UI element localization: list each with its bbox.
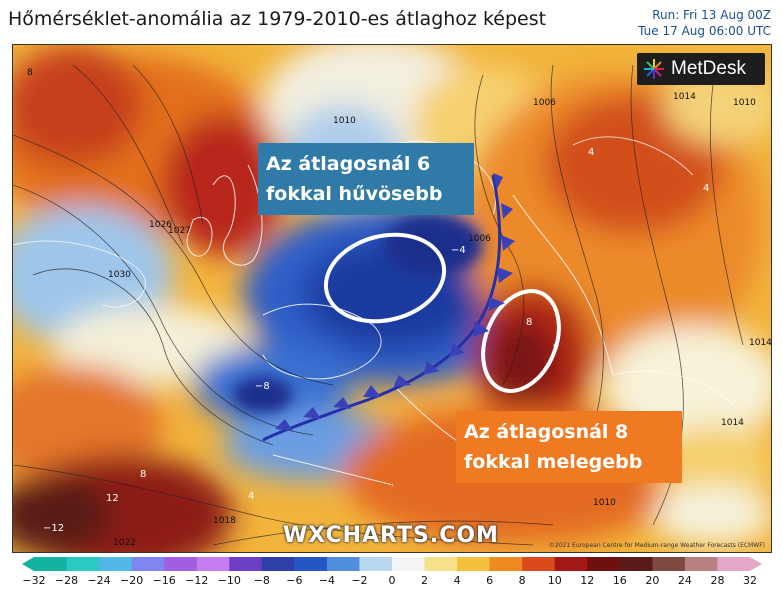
svg-text:1014: 1014 [673, 92, 696, 102]
warm-callout-line1: Az átlagosnál 8 [464, 421, 629, 443]
colorbar-tick-label: 10 [547, 574, 562, 587]
svg-text:1014: 1014 [749, 338, 771, 348]
cold-front-line [262, 174, 502, 442]
colorbar-segment [164, 557, 198, 571]
valid-time-label: Tue 17 Aug 06:00 UTC [638, 24, 771, 38]
metdesk-logo-text: MetDesk [671, 58, 746, 79]
colorbar-segment [652, 557, 686, 571]
colorbar-tick-label: −32 [22, 574, 46, 587]
svg-text:1018: 1018 [213, 516, 236, 526]
colorbar-segment [619, 557, 653, 571]
svg-text:1010: 1010 [733, 98, 756, 108]
svg-text:1014: 1014 [721, 418, 744, 428]
svg-text:−12: −12 [43, 523, 64, 534]
svg-text:−4: −4 [451, 245, 466, 256]
anomaly-map: 8 1026 1030 1027 1010 1006 1006 1014 101… [12, 44, 772, 553]
colorbar-tick-label: −16 [152, 574, 176, 587]
colorbar-tick-label: 20 [645, 574, 660, 587]
colorbar-segment [359, 557, 393, 571]
colorbar-segment [294, 557, 328, 571]
colorbar-tick-label: −24 [87, 574, 111, 587]
colorbar-tick-label: 0 [388, 574, 396, 587]
map-background: 8 1026 1030 1027 1010 1006 1006 1014 101… [13, 45, 771, 552]
colorbar-segment [554, 557, 588, 571]
svg-text:8: 8 [526, 317, 532, 328]
anomaly-label: 8 [27, 68, 33, 78]
page-title: Hőmérséklet-anomália az 1979-2010-es átl… [8, 8, 547, 30]
colorbar-segment [99, 557, 133, 571]
colorbar-tick-label: −28 [54, 574, 79, 587]
colorbar-tick-label: 12 [580, 574, 595, 587]
colorbar-tick-label: 2 [421, 574, 429, 587]
colorbar-segment [587, 557, 621, 571]
svg-text:4: 4 [703, 183, 709, 194]
colorbar-segment [457, 557, 491, 571]
colorbar-segment [684, 557, 718, 571]
colorbar-left-arrow [22, 557, 34, 571]
metdesk-logo: MetDesk [637, 53, 765, 85]
svg-text:1006: 1006 [533, 98, 556, 108]
colorbar-tick-label: 32 [743, 574, 757, 587]
warm-anomaly-callout: Az átlagosnál 8 fokkal melegebb [456, 411, 682, 483]
copyright-text: ©2021 European Centre for Medium-range W… [548, 542, 765, 549]
colorbar-segment [131, 557, 165, 571]
warm-area-ellipse [481, 289, 561, 393]
svg-text:−8: −8 [255, 381, 270, 392]
colorbar-tick-label: −2 [351, 574, 368, 587]
svg-text:4: 4 [248, 491, 254, 502]
colorbar-tick-label: 24 [677, 574, 692, 587]
svg-text:12: 12 [106, 493, 119, 504]
colorbar [22, 557, 762, 571]
colorbar-tick-label: −20 [120, 574, 144, 587]
colorbar-segment [424, 557, 458, 571]
svg-text:1030: 1030 [108, 270, 131, 280]
colorbar-segment [717, 557, 751, 571]
cool-anomaly-callout: Az átlagosnál 6 fokkal hűvösebb [258, 143, 474, 215]
svg-text:4: 4 [588, 147, 594, 158]
svg-text:4: 4 [553, 340, 559, 351]
colorbar-tick-label: 6 [486, 574, 494, 587]
cold-area-ellipse [323, 232, 447, 324]
cool-callout-line1: Az átlagosnál 6 [266, 153, 431, 175]
colorbar-tick-label: 4 [453, 574, 461, 587]
colorbar-tick-label: 8 [518, 574, 526, 587]
svg-text:1022: 1022 [113, 538, 136, 548]
colorbar-segment [261, 557, 295, 571]
cool-callout-line2: fokkal hűvösebb [266, 183, 443, 205]
colorbar-segment [66, 557, 100, 571]
colorbar-segment [489, 557, 523, 571]
svg-text:1010: 1010 [333, 116, 356, 126]
colorbar-tick-label: −8 [253, 574, 270, 587]
svg-text:1006: 1006 [468, 234, 491, 244]
colorbar-segment [196, 557, 230, 571]
colorbar-tick-label: −12 [185, 574, 209, 587]
colorbar-segment [326, 557, 360, 571]
colorbar-tick-label: −10 [217, 574, 241, 587]
colorbar-ticks: −32 −28 −24 −20 −16 −12 −10 −8 −6 −4 −2 0 2 4 6 8 10 12 16… [22, 574, 762, 594]
colorbar-segment [34, 557, 68, 571]
run-time-label: Run: Fri 13 Aug 00Z [652, 8, 771, 22]
colorbar-segment [229, 557, 263, 571]
svg-text:8: 8 [140, 469, 146, 480]
colorbar-segment [392, 557, 426, 571]
svg-text:1026: 1026 [149, 220, 172, 230]
svg-text:1010: 1010 [593, 498, 616, 508]
colorbar-tick-label: −4 [318, 574, 336, 587]
colorbar-segment [522, 557, 556, 571]
metdesk-star-icon [644, 59, 664, 79]
cold-front-triangles [275, 173, 515, 431]
colorbar-tick-label: −6 [286, 574, 303, 587]
colorbar-tick-label: 28 [710, 574, 725, 587]
colorbar-tick-label: 16 [612, 574, 627, 587]
colorbar-right-arrow [750, 557, 762, 571]
svg-text:1027: 1027 [168, 226, 191, 236]
warm-callout-line2: fokkal melegebb [464, 451, 643, 473]
wxcharts-watermark: WXCHARTS.COM [283, 523, 499, 548]
